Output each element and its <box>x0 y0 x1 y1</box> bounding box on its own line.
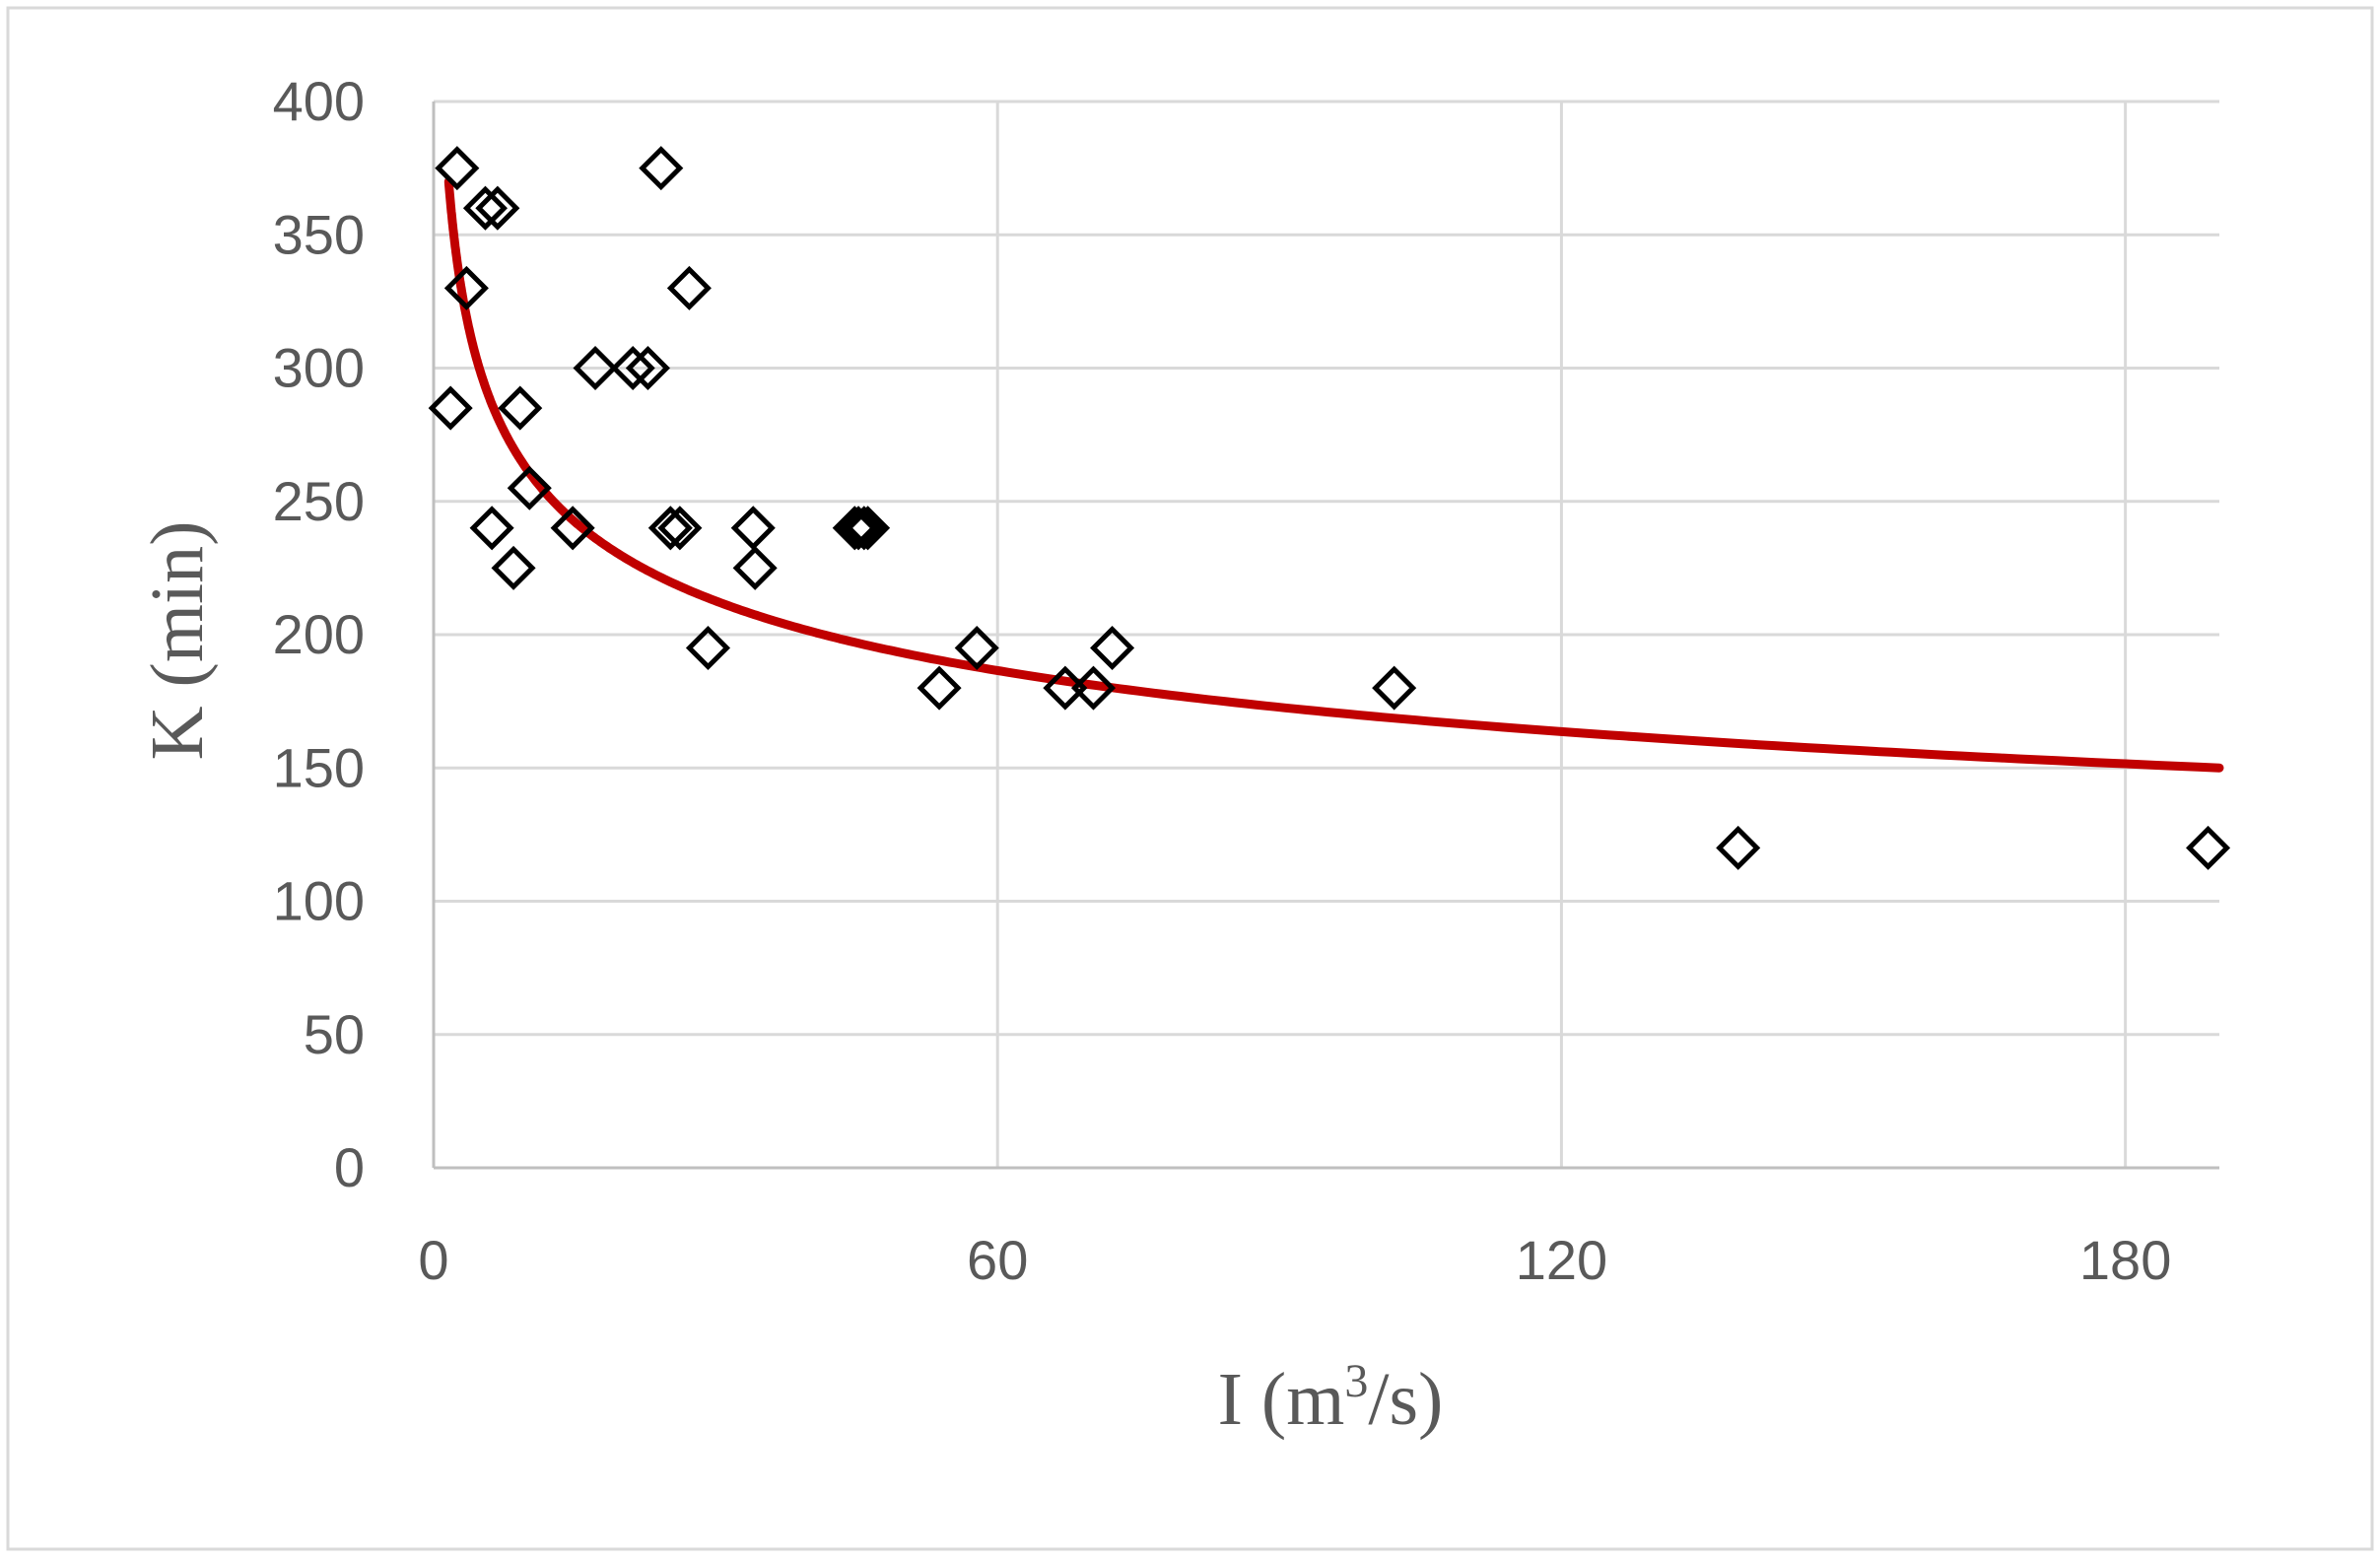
data-point <box>1716 825 1761 870</box>
data-point <box>917 665 962 711</box>
data-point <box>428 385 473 431</box>
data-point <box>657 506 703 551</box>
data-point <box>832 506 877 551</box>
data-point <box>610 345 655 391</box>
data-point <box>435 146 480 191</box>
data-point <box>666 265 712 310</box>
data-point <box>732 545 778 590</box>
x-tick-label: 0 <box>418 1229 448 1291</box>
y-tick-label: 0 <box>334 1136 365 1198</box>
gridlines <box>434 100 2219 1168</box>
data-point <box>1070 665 1117 711</box>
data-point <box>954 625 999 671</box>
y-tick-label: 50 <box>304 1003 365 1065</box>
data-point <box>1090 625 1135 671</box>
y-tick-label: 300 <box>273 337 365 399</box>
x-axis-title-tail: /s) <box>1368 1358 1443 1441</box>
data-point <box>625 345 670 391</box>
data-point <box>842 506 887 551</box>
data-point <box>507 465 552 510</box>
axes <box>432 102 2219 1170</box>
trendline-group <box>443 176 2224 773</box>
data-point <box>491 545 536 590</box>
x-axis-title-main: I (m <box>1218 1358 1345 1441</box>
chart-border <box>6 6 2374 1551</box>
data-point <box>550 506 595 551</box>
x-tick-label: 120 <box>1516 1229 1607 1291</box>
data-point <box>647 506 693 551</box>
y-tick-label: 200 <box>273 603 365 665</box>
y-tick-label: 250 <box>273 470 365 532</box>
data-point <box>443 265 489 310</box>
tick-labels: 0 50 100 150 200 250 300 350 400 0 60 120 180 <box>273 70 2172 1291</box>
data-point <box>573 345 618 391</box>
data-point <box>1372 665 1417 711</box>
data-point <box>462 185 508 231</box>
x-tick-label: 60 <box>967 1229 1028 1291</box>
x-tick-label: 180 <box>2079 1229 2171 1291</box>
data-point <box>846 506 891 551</box>
data-point <box>475 185 520 231</box>
data-points <box>428 146 2231 870</box>
y-tick-label: 400 <box>273 70 365 132</box>
y-tick-label: 100 <box>273 870 365 932</box>
data-point <box>2186 825 2231 870</box>
y-axis-title: K (min) <box>136 521 219 761</box>
y-tick-label: 150 <box>273 736 365 798</box>
x-axis-title: I (m3/s) <box>1218 1355 1444 1441</box>
data-point <box>498 385 543 431</box>
data-point <box>730 506 776 551</box>
data-point <box>685 625 731 671</box>
data-point <box>639 146 684 191</box>
trendline <box>443 176 2224 773</box>
x-axis-title-superscript: 3 <box>1344 1355 1368 1407</box>
data-point <box>469 506 514 551</box>
y-tick-label: 350 <box>273 203 365 265</box>
data-point <box>836 506 881 551</box>
